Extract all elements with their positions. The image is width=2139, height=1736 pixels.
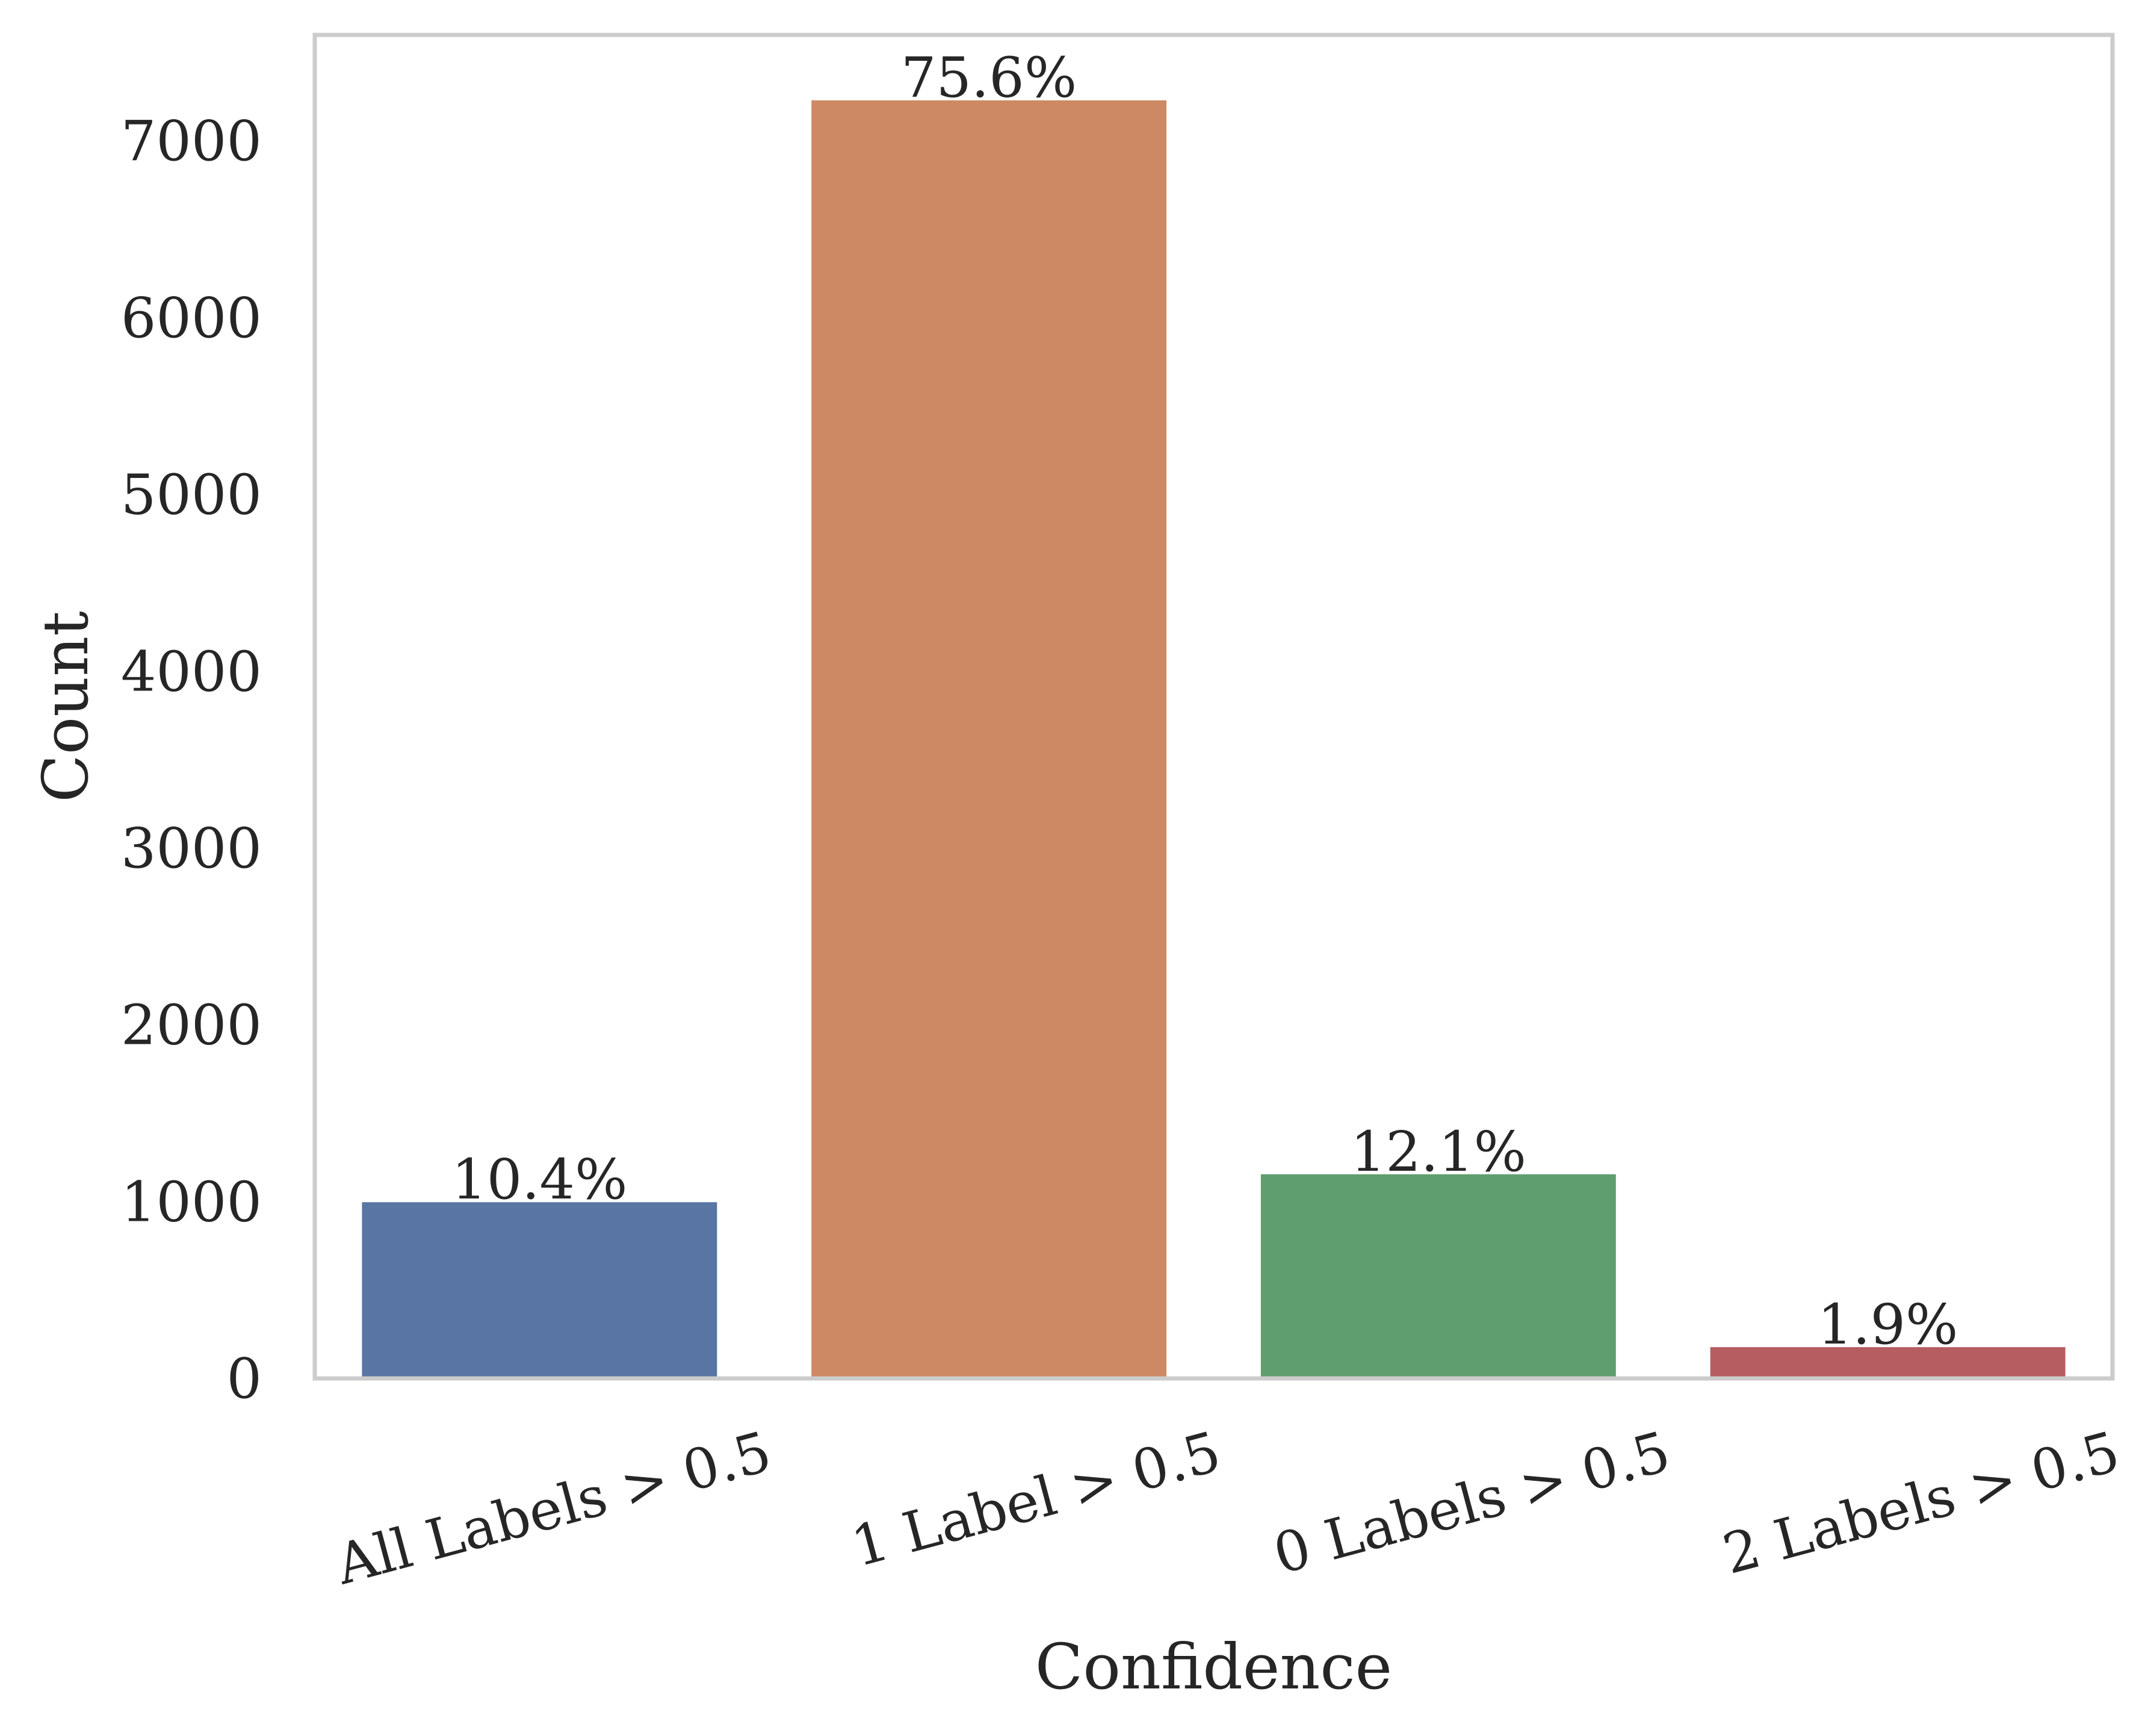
x-tick-label-0: All Labels > 0.5 [329, 1419, 778, 1598]
y-tick-label-5: 5000 [121, 463, 262, 527]
bar-value-label-0: 10.4% [451, 1147, 627, 1212]
x-tick-label-1: 1 Label > 0.5 [845, 1419, 1227, 1579]
bar-2 [1260, 1174, 1616, 1378]
bar-1 [811, 100, 1167, 1379]
y-tick-label-4: 4000 [121, 639, 262, 704]
bar-value-label-2: 12.1% [1351, 1120, 1526, 1184]
y-tick-label-0: 0 [226, 1347, 262, 1411]
y-tick-label-6: 6000 [121, 286, 262, 350]
x-tick-label-3: 2 Labels > 0.5 [1716, 1419, 2126, 1587]
bars [362, 100, 2066, 1379]
y-axis-title: Count [29, 611, 102, 802]
x-tick-label-2: 0 Labels > 0.5 [1267, 1419, 1676, 1587]
bar-labels: 10.4% 75.6% 12.1% 1.9% [451, 46, 1958, 1357]
y-tick-label-1: 1000 [121, 1170, 262, 1234]
bar-value-label-1: 75.6% [901, 46, 1077, 110]
x-axis-ticks: All Labels > 0.5 1 Label > 0.5 0 Labels > … [329, 1419, 2126, 1598]
y-tick-label-3: 3000 [121, 816, 262, 881]
x-axis-title: Confidence [1035, 1630, 1392, 1703]
y-tick-label-7: 7000 [121, 109, 262, 173]
bar-0 [362, 1202, 717, 1378]
y-tick-label-2: 2000 [121, 993, 262, 1058]
bar-value-label-3: 1.9% [1818, 1292, 1958, 1357]
y-axis-ticks: 0 1000 2000 3000 4000 5000 6000 7000 [121, 109, 262, 1411]
plot-frame [312, 33, 2115, 1381]
bar-3 [1710, 1347, 2066, 1378]
